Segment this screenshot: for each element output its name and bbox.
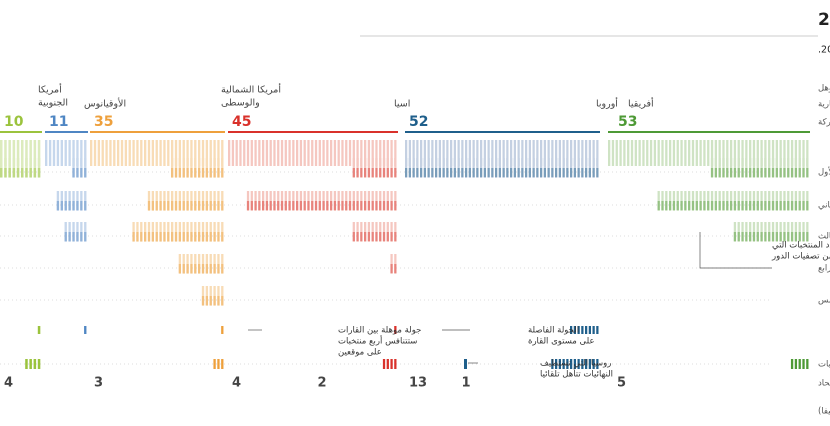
confederation-name: الجنوبية: [38, 98, 68, 109]
round-stripes: [733, 222, 809, 242]
round-stripes-core: [0, 168, 41, 177]
header-label: الدور المؤهل: [818, 84, 830, 94]
qualified-stripes: [382, 359, 397, 369]
qualified-count: 13: [409, 376, 427, 391]
round-stripes-core: [64, 232, 87, 241]
host-count: 1: [461, 376, 470, 391]
intercontinental-note: جولة موهلة بين القارات: [338, 326, 421, 336]
intercontinental-note: على موقعين: [338, 348, 382, 358]
confederation-name: أمريكا الشمالية: [221, 83, 281, 96]
team-count: 10: [4, 114, 24, 130]
round-stripes: [201, 286, 224, 306]
playoff-stripes: [394, 326, 397, 334]
round-stripes: [246, 191, 397, 211]
source: المصدر: الاتحاد الدولي لكرة القدم (فيفا): [818, 407, 830, 417]
round-stripes: [178, 254, 224, 274]
bottom-label: عدد المنتخبات المشاركة في النهائيات بالن…: [818, 379, 830, 389]
round-stripes-core: [352, 168, 397, 177]
intercontinental-count: 2: [317, 376, 326, 391]
round-stripes-core: [657, 201, 809, 210]
round-stripes: [64, 222, 87, 242]
intercontinental-note: ستتنافس أربع منتخبات: [338, 335, 417, 347]
round-stripes-core: [147, 201, 224, 210]
team-count: 53: [618, 114, 637, 130]
round-stripes-core: [405, 168, 599, 177]
round-stripes-core: [132, 232, 224, 241]
round-stripes-core: [171, 168, 224, 177]
round-stripes: [352, 158, 397, 178]
round-stripes: [171, 158, 224, 178]
round-stripes: [352, 222, 397, 242]
qualified-count: 4: [232, 376, 241, 391]
confederation-name: الأوقيانوس: [84, 98, 126, 110]
round-stripes: [132, 222, 224, 242]
round-stripes: [147, 191, 224, 211]
round-stripes: [405, 158, 599, 178]
round-stripes-core: [72, 168, 87, 177]
round-label: الأول: [818, 167, 830, 178]
host-note: روسيا التي تستطيف: [540, 359, 611, 369]
team-count: 52: [409, 114, 428, 130]
host-stripe: [464, 359, 467, 369]
team-count: 35: [94, 114, 113, 130]
round-label: الخامس: [818, 296, 830, 306]
playoff-stripes: [570, 326, 599, 334]
qualified-stripes: [213, 359, 224, 369]
final-label: النهائيات: [818, 360, 830, 370]
qualified-stripes: [551, 359, 599, 369]
playoff-stripes: [221, 326, 224, 334]
round-label: الثاني: [818, 201, 830, 211]
round-label: الرابع: [818, 264, 830, 274]
team-count: 11: [49, 114, 68, 130]
teams-band: [228, 140, 397, 166]
team-count: 45: [232, 114, 251, 130]
host-note: النهائيات تتأهل تلقائيا: [540, 368, 613, 380]
confederation-name: أمريكا: [38, 83, 62, 96]
teams-band: [90, 140, 224, 166]
round-stripes-core: [390, 264, 397, 273]
playoff-stripes: [37, 326, 41, 334]
teams-band: [45, 140, 87, 166]
header-label: الاتحادات القارية: [818, 100, 830, 110]
playoff-note: على مستوى القارة: [528, 337, 595, 347]
round-stripes: [390, 254, 397, 274]
header-label: عدد المنتخبات المشاركة: [818, 118, 830, 128]
eliminated-note: عدد المنتخبات التي: [772, 241, 830, 251]
subtitle: عدد الدول التي ستسعى للتأهل لنهائيات كأس…: [818, 43, 830, 56]
confederation-name: أفريقيا: [628, 97, 654, 110]
title: جدول التصفيات المؤهلة لكأس العالم لكرة ا…: [818, 8, 830, 30]
qualified-stripes: [25, 359, 41, 369]
round-stripes: [657, 191, 809, 211]
round-stripes-core: [201, 296, 224, 305]
eliminated-note: خرجت من تصفيات الدور: [771, 252, 830, 262]
qualified-count: 4: [4, 376, 13, 391]
round-stripes-core: [56, 201, 87, 210]
qualified-count: 3: [94, 376, 103, 391]
confederation-name: والوسطى: [221, 98, 260, 109]
round-stripes-core: [246, 201, 397, 210]
teams-band: [608, 140, 809, 166]
qualified-stripes: [790, 359, 809, 369]
round-stripes: [72, 158, 87, 178]
eliminated-note-leader: [699, 232, 772, 269]
playoff-note: الجولة الفاصلة: [528, 326, 579, 336]
teams-band: [405, 140, 599, 166]
playoff-stripes: [84, 326, 87, 334]
confederation-name: أوروبا: [596, 97, 618, 110]
round-stripes-core: [710, 168, 809, 177]
confederation-name: اسيا: [394, 99, 410, 110]
qualified-count: 5: [617, 376, 626, 391]
round-stripes-core: [352, 232, 397, 241]
round-stripes: [710, 158, 809, 178]
round-stripes: [56, 191, 87, 211]
round-label: الثالث: [818, 232, 830, 242]
round-stripes: [0, 158, 41, 178]
round-stripes-core: [178, 264, 224, 273]
